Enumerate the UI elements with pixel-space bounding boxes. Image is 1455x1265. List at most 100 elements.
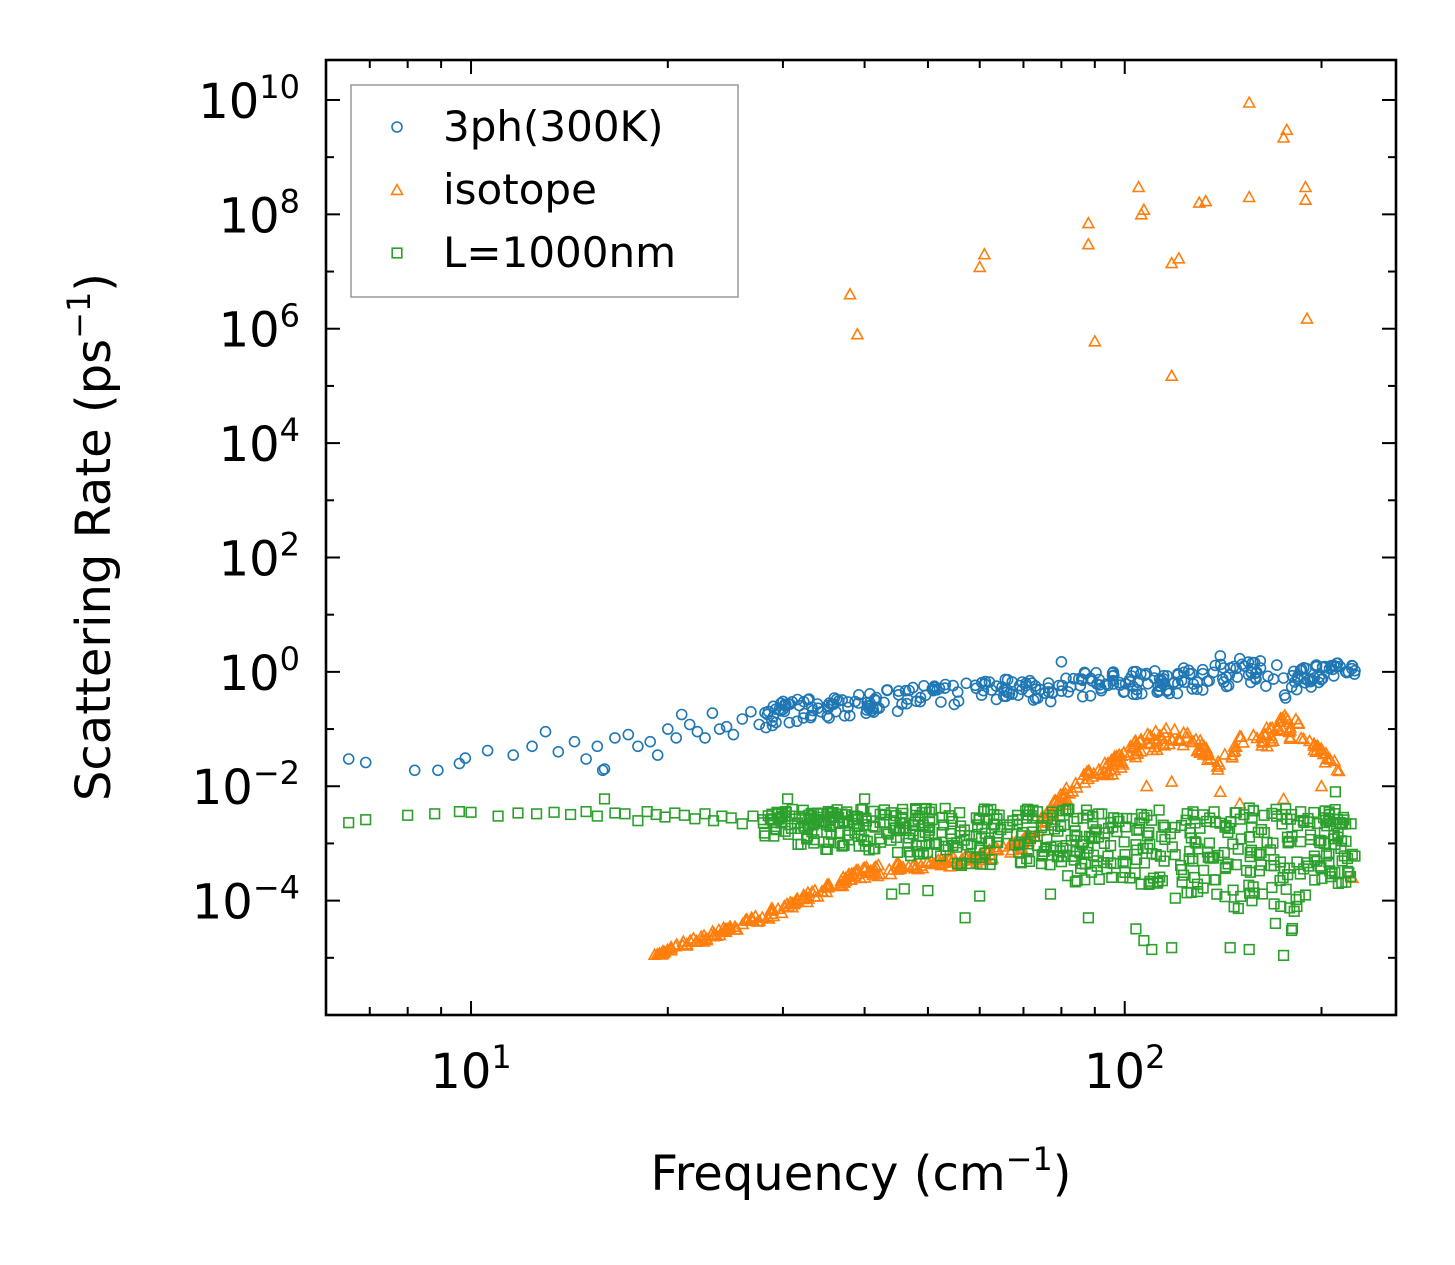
circle-point [591, 740, 604, 753]
square-point [1291, 819, 1304, 832]
square-point [1057, 850, 1069, 862]
circle-point [691, 725, 704, 738]
square-point [402, 809, 414, 821]
triangle-point [696, 934, 711, 947]
y-tick-label: 100 [219, 640, 300, 702]
triangle-point [1068, 776, 1083, 789]
triangle-point [1159, 721, 1173, 734]
square-point [822, 805, 834, 818]
circle-point [1325, 659, 1337, 672]
square-point [678, 809, 690, 821]
square-point [858, 793, 871, 805]
circle-point [745, 705, 757, 718]
square-point [1009, 839, 1021, 851]
square-point [1278, 862, 1290, 874]
square-point [1280, 883, 1292, 895]
square-point [1280, 803, 1292, 815]
y-tick-label: 104 [219, 411, 300, 473]
triangle-point [836, 870, 851, 883]
square-point [1211, 888, 1223, 900]
square-point [1288, 905, 1300, 917]
square-point [1343, 867, 1355, 879]
square-point [1286, 922, 1298, 935]
circle-point [1172, 667, 1184, 680]
circle-point [1140, 667, 1153, 680]
circle-point [1279, 692, 1292, 704]
square-point [1035, 821, 1047, 834]
square-point [1044, 859, 1056, 871]
triangle-point [1302, 733, 1317, 747]
triangle-point [1107, 749, 1122, 763]
square-point [725, 812, 737, 824]
square-point [833, 816, 845, 828]
square-point [1243, 943, 1255, 956]
square-point [820, 843, 832, 855]
legend-box [350, 84, 739, 298]
square-point [786, 803, 798, 815]
square-point [867, 820, 879, 832]
square-point [1093, 873, 1105, 885]
circle-point [736, 713, 749, 725]
square-point [1240, 864, 1253, 877]
square-point [1001, 821, 1013, 833]
square-point [909, 802, 922, 815]
square-point [1276, 808, 1288, 821]
y-tick-label: 1010 [198, 68, 300, 130]
square-point [1274, 874, 1286, 887]
square-point [799, 812, 811, 824]
triangle-point [1087, 334, 1102, 347]
square-point [1198, 864, 1210, 876]
square-point [1047, 844, 1059, 856]
square-point [1220, 861, 1232, 873]
square-point [1154, 871, 1166, 883]
circle-point [914, 691, 927, 704]
triangle-point [664, 941, 678, 954]
square-point [923, 806, 936, 818]
circle-point [791, 693, 804, 706]
circle-point [990, 693, 1003, 706]
circle-point [778, 705, 791, 718]
triangle-point [1298, 192, 1313, 205]
circle-point [1334, 660, 1346, 673]
triangle-point [1232, 796, 1247, 809]
circle-point [791, 715, 803, 728]
triangle-point [796, 887, 811, 901]
square-point [1052, 825, 1064, 837]
circle-point [753, 718, 766, 731]
triangle-point [1157, 738, 1172, 751]
triangle-point [1309, 744, 1323, 758]
square-point [1191, 878, 1204, 890]
circle-point [1076, 690, 1089, 703]
circle-point [596, 764, 609, 777]
triangle-point [1276, 791, 1291, 805]
circle-point [1022, 686, 1035, 698]
square-point [453, 805, 466, 818]
triangle-point [1081, 237, 1096, 250]
square-point [937, 819, 950, 831]
circle-point [881, 684, 894, 697]
square-point [1105, 839, 1117, 852]
circle-point [632, 740, 644, 753]
square-point [609, 807, 621, 819]
triangle-point [800, 894, 815, 908]
triangle-point [1150, 742, 1164, 756]
triangle-point [1296, 731, 1311, 745]
square-point [548, 806, 560, 818]
square-point [1299, 889, 1312, 901]
square-point [1092, 831, 1105, 843]
square-point [782, 828, 794, 840]
circle-point [843, 709, 856, 722]
square-point [1130, 923, 1142, 935]
circle-point [661, 723, 674, 735]
square-point [779, 825, 791, 837]
square-point [1076, 839, 1088, 851]
square-point [1224, 942, 1236, 954]
square-point [1291, 856, 1303, 868]
circle-point [1167, 677, 1179, 690]
circle-point [670, 732, 683, 744]
circle-point [1161, 670, 1173, 682]
square-point [1282, 869, 1294, 881]
triangle-point [857, 861, 872, 874]
square-point [964, 857, 976, 870]
square-point [1349, 850, 1361, 862]
